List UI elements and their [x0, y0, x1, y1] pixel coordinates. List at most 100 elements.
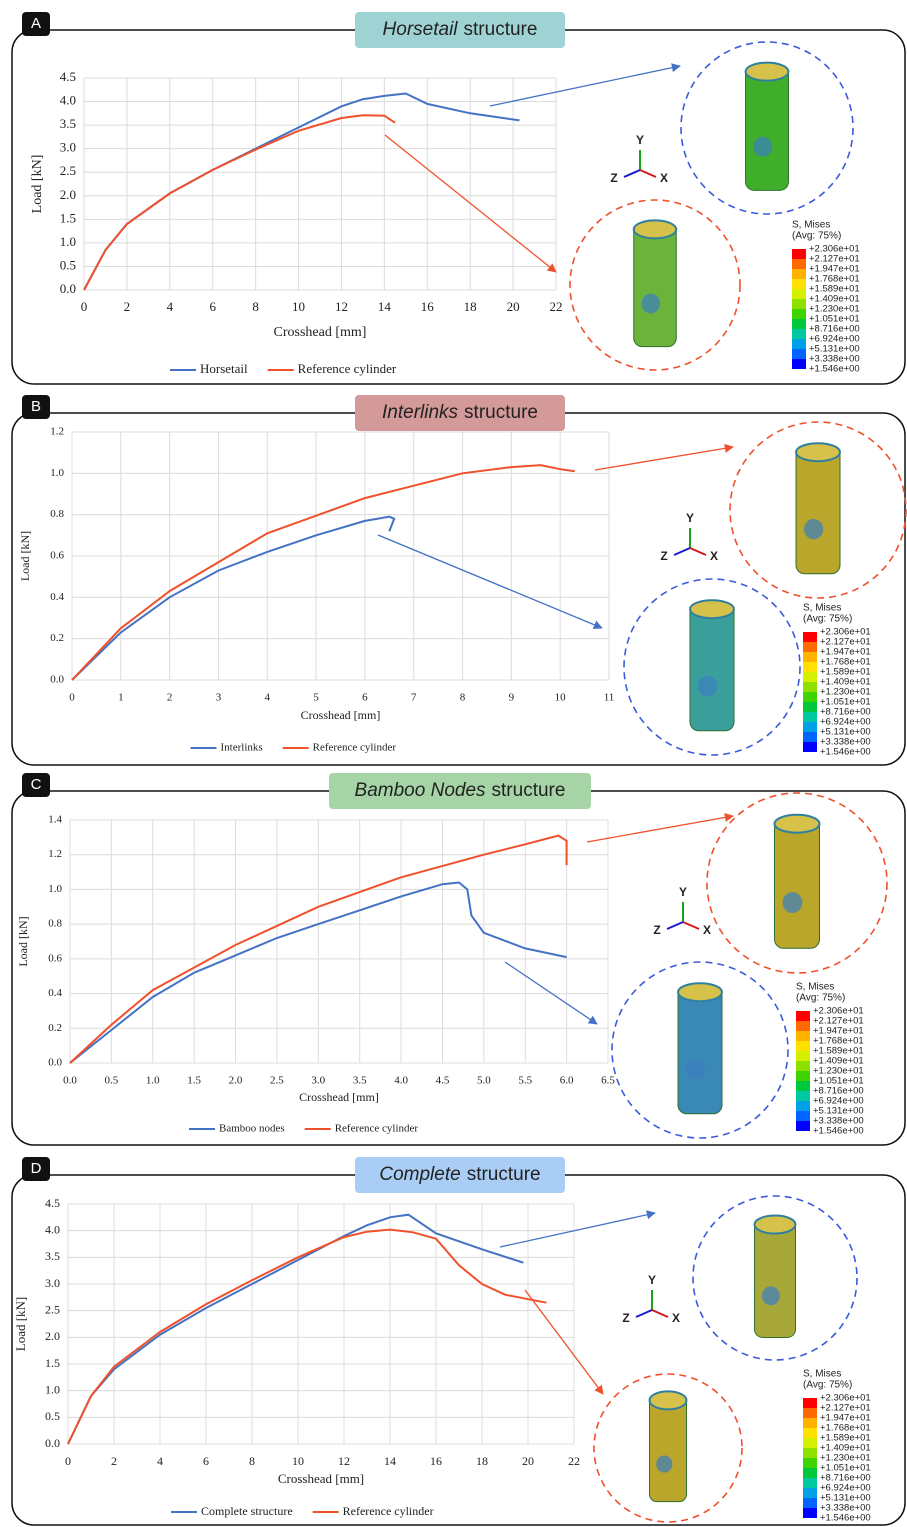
y-tick-label: 4.0 — [60, 93, 76, 108]
triad-label: Z — [653, 923, 660, 937]
y-axis-label: Load [kN] — [16, 916, 30, 966]
triad-label: Z — [660, 549, 667, 563]
panel-label: D — [31, 1160, 42, 1177]
y-tick-label: 0.4 — [50, 591, 64, 603]
contour-band — [803, 642, 817, 652]
contour-band — [803, 702, 817, 712]
x-tick-label: 2 — [167, 692, 173, 704]
title-emphasis: Interlinks — [382, 402, 459, 423]
contour-band — [803, 1508, 817, 1518]
triad-label: X — [660, 171, 668, 185]
y-tick-label: 4.5 — [45, 1196, 60, 1210]
chart-title: Completestructure — [379, 1164, 540, 1185]
contour-band — [803, 662, 817, 672]
y-axis-label: Load [kN] — [13, 1297, 28, 1352]
annotation-arrow — [525, 1290, 603, 1394]
contour-band — [792, 279, 806, 289]
x-tick-label: 7 — [411, 692, 417, 704]
y-tick-label: 0.6 — [48, 952, 62, 964]
specimen-body — [650, 1394, 687, 1501]
x-tick-label: 2 — [111, 1454, 117, 1468]
panel-border — [12, 791, 905, 1145]
contour-band — [792, 249, 806, 259]
specimen-top — [678, 983, 722, 1001]
x-tick-label: 0.5 — [105, 1075, 119, 1087]
contour-band — [803, 652, 817, 662]
contour-band — [796, 1061, 810, 1071]
x-axis-label: Crosshead [mm] — [301, 708, 381, 722]
triad-label: Y — [679, 885, 687, 899]
contour-band — [796, 1011, 810, 1021]
y-tick-label: 0.8 — [50, 508, 64, 520]
x-tick-label: 4 — [157, 1454, 163, 1468]
x-tick-label: 8 — [460, 692, 466, 704]
y-tick-label: 2.5 — [45, 1302, 60, 1316]
series-line — [68, 1230, 546, 1444]
y-tick-label: 0.0 — [60, 281, 76, 296]
y-tick-label: 1.0 — [45, 1382, 60, 1396]
y-tick-label: 1.5 — [45, 1356, 60, 1370]
contour-subtitle: (Avg: 75%) — [792, 231, 841, 242]
contour-band — [803, 1438, 817, 1448]
y-tick-label: 2.0 — [45, 1329, 60, 1343]
contour-band — [803, 692, 817, 702]
contour-band — [796, 1021, 810, 1031]
triad-x — [652, 1310, 668, 1317]
contour-band — [803, 1428, 817, 1438]
contour-title: S, Mises — [803, 603, 841, 614]
contour-band — [803, 1398, 817, 1408]
contour-band — [803, 1478, 817, 1488]
y-tick-label: 0.2 — [48, 1022, 62, 1034]
specimen-top — [796, 443, 840, 461]
triad-x — [640, 170, 656, 177]
specimen-top — [746, 63, 789, 81]
x-tick-label: 5 — [313, 692, 319, 704]
y-tick-label: 1.0 — [48, 883, 62, 895]
contour-band — [796, 1031, 810, 1041]
y-tick-label: 0.4 — [48, 987, 62, 999]
x-tick-label: 3.5 — [353, 1075, 367, 1087]
contour-band — [796, 1091, 810, 1101]
y-tick-label: 3.0 — [45, 1276, 60, 1290]
y-tick-label: 2.5 — [60, 163, 76, 178]
specimen-body — [634, 223, 677, 346]
x-tick-label: 14 — [378, 299, 392, 314]
annotation-arrow — [587, 816, 733, 842]
y-tick-label: 3.5 — [60, 116, 76, 131]
y-tick-label: 4.5 — [60, 69, 76, 84]
title-rest: structure — [464, 19, 538, 40]
specimen-top — [650, 1391, 687, 1409]
x-tick-label: 10 — [292, 1454, 304, 1468]
x-tick-label: 5.0 — [477, 1075, 491, 1087]
x-tick-label: 3 — [216, 692, 222, 704]
contour-band — [792, 339, 806, 349]
triad-label: Z — [622, 1311, 629, 1325]
x-tick-label: 1.5 — [187, 1075, 201, 1087]
contour-band — [792, 349, 806, 359]
specimen-top — [775, 815, 820, 833]
legend-label: Bamboo nodes — [219, 1123, 285, 1135]
specimen-body — [796, 446, 840, 574]
contour-subtitle: (Avg: 75%) — [796, 993, 845, 1004]
series-line — [84, 94, 520, 291]
annotation-arrow — [490, 66, 680, 106]
y-tick-label: 1.0 — [60, 234, 76, 249]
specimen-top — [755, 1216, 796, 1234]
x-tick-label: 10 — [292, 299, 305, 314]
triad-z — [624, 170, 640, 177]
title-emphasis: Complete — [379, 1164, 460, 1185]
contour-title: S, Mises — [796, 982, 834, 993]
contour-band — [792, 319, 806, 329]
contour-band — [796, 1051, 810, 1061]
contour-subtitle: (Avg: 75%) — [803, 614, 852, 625]
annotation-arrow — [500, 1213, 655, 1247]
contour-band — [803, 1488, 817, 1498]
specimen-body — [755, 1219, 796, 1338]
x-tick-label: 8 — [249, 1454, 255, 1468]
contour-band — [792, 289, 806, 299]
x-tick-label: 9 — [509, 692, 515, 704]
y-tick-label: 3.5 — [45, 1249, 60, 1263]
x-tick-label: 22 — [550, 299, 563, 314]
contour-level-label: +1.546e+00 — [813, 1126, 864, 1137]
legend-label: Reference cylinder — [313, 742, 397, 754]
